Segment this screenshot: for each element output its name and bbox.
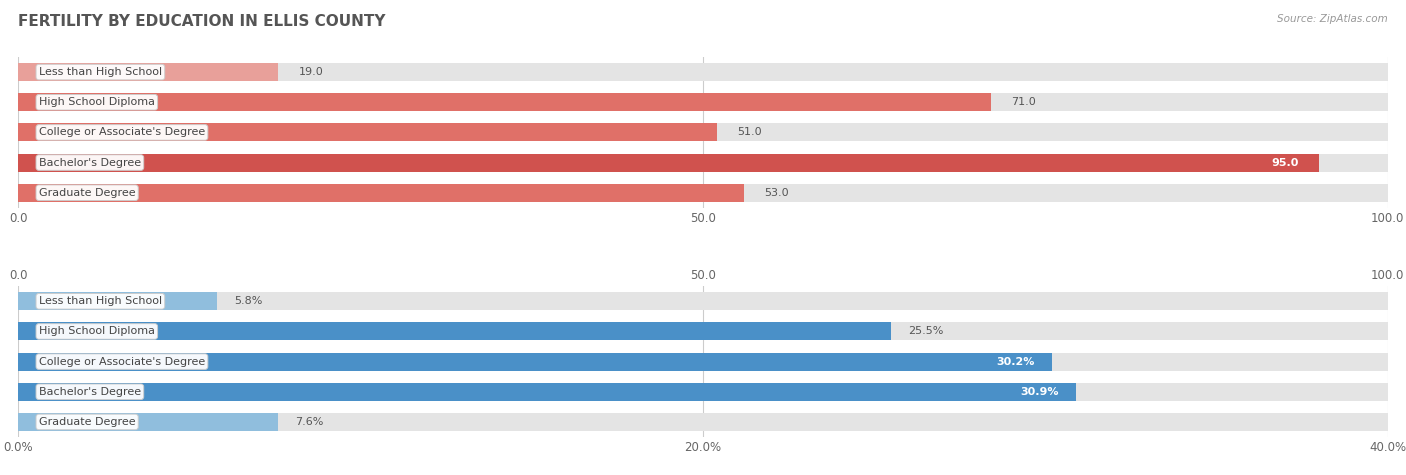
Text: Bachelor's Degree: Bachelor's Degree <box>39 158 141 168</box>
Bar <box>18 124 1388 142</box>
Text: 19.0: 19.0 <box>299 67 323 77</box>
Text: 5.8%: 5.8% <box>233 296 263 306</box>
Text: Bachelor's Degree: Bachelor's Degree <box>39 387 141 397</box>
Bar <box>18 413 1388 431</box>
Text: 51.0: 51.0 <box>737 127 762 137</box>
Bar <box>18 184 1388 202</box>
Bar <box>18 383 1076 401</box>
Text: Graduate Degree: Graduate Degree <box>39 188 135 198</box>
Text: Less than High School: Less than High School <box>39 67 162 77</box>
Text: 71.0: 71.0 <box>1011 97 1036 107</box>
Bar <box>18 352 1052 370</box>
Bar <box>18 352 1388 370</box>
Text: 53.0: 53.0 <box>765 188 789 198</box>
Bar <box>18 413 278 431</box>
Text: Less than High School: Less than High School <box>39 296 162 306</box>
Text: 95.0: 95.0 <box>1271 158 1299 168</box>
Bar <box>18 63 1388 81</box>
Text: High School Diploma: High School Diploma <box>39 97 155 107</box>
Text: Graduate Degree: Graduate Degree <box>39 417 135 427</box>
Bar <box>18 323 1388 341</box>
Text: College or Associate's Degree: College or Associate's Degree <box>39 127 205 137</box>
Bar <box>18 93 1388 111</box>
Text: 30.9%: 30.9% <box>1021 387 1059 397</box>
Text: High School Diploma: High School Diploma <box>39 326 155 336</box>
Bar <box>18 93 991 111</box>
Bar <box>18 292 217 310</box>
Bar <box>18 124 717 142</box>
Text: College or Associate's Degree: College or Associate's Degree <box>39 357 205 367</box>
Text: Source: ZipAtlas.com: Source: ZipAtlas.com <box>1277 14 1388 24</box>
Bar <box>18 383 1388 401</box>
Text: FERTILITY BY EDUCATION IN ELLIS COUNTY: FERTILITY BY EDUCATION IN ELLIS COUNTY <box>18 14 385 29</box>
Bar <box>18 184 744 202</box>
Bar <box>18 153 1388 171</box>
Bar <box>18 292 1388 310</box>
Text: 25.5%: 25.5% <box>908 326 943 336</box>
Bar <box>18 153 1319 171</box>
Text: 30.2%: 30.2% <box>997 357 1035 367</box>
Bar <box>18 323 891 341</box>
Bar <box>18 63 278 81</box>
Text: 7.6%: 7.6% <box>295 417 323 427</box>
